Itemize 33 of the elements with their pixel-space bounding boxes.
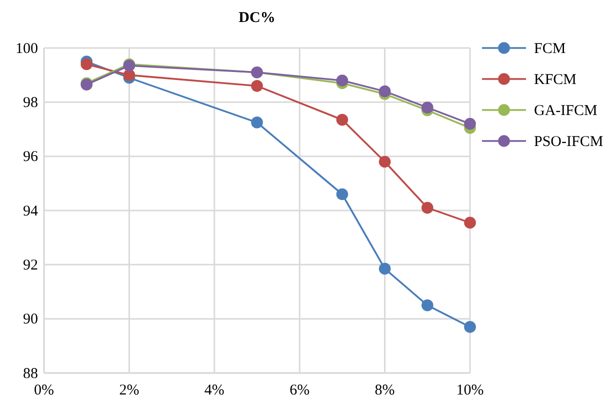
x-tick-label: 2%	[119, 382, 140, 398]
y-tick-label: 96	[23, 149, 38, 166]
point	[251, 116, 263, 128]
point	[421, 102, 434, 114]
point	[421, 299, 434, 312]
point	[336, 114, 348, 126]
y-tick-label: 88	[23, 366, 38, 382]
legend-label: PSO-IFCM	[534, 134, 604, 150]
y-tick-label: 98	[23, 94, 38, 111]
legend-label: GA-IFCM	[534, 103, 598, 119]
x-tick-label: 10%	[456, 382, 484, 398]
point	[336, 188, 348, 200]
x-tick-label: 4%	[204, 382, 224, 398]
point	[378, 85, 391, 98]
y-tick-label: 100	[16, 40, 38, 57]
point	[464, 118, 476, 130]
y-tick-label: 94	[23, 203, 38, 220]
point	[464, 216, 476, 229]
point	[464, 321, 476, 333]
legend-label: FCM	[534, 41, 566, 57]
x-tick-label: 8%	[374, 382, 395, 398]
chart-title: DC%	[238, 10, 276, 26]
point	[80, 58, 93, 70]
x-tick-label: 6%	[290, 382, 310, 398]
legend-label: KFCM	[534, 72, 577, 88]
point	[336, 74, 348, 86]
point	[251, 80, 263, 92]
y-tick-label: 92	[23, 257, 38, 274]
point	[378, 156, 391, 168]
point	[378, 262, 391, 275]
point	[421, 202, 434, 214]
y-tick-label: 90	[23, 312, 38, 328]
x-tick-label: 0%	[34, 382, 54, 398]
